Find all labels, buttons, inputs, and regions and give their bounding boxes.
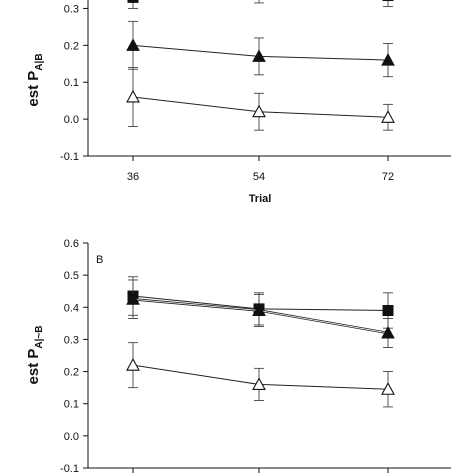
- y-tick-label: 0.2: [64, 367, 79, 379]
- filled-triangle-marker-0: [126, 38, 140, 51]
- panel-b: -0.1 0.0 0.1 0.2 0.3 0.4 0.5 0.6 est PA|~B B: [25, 238, 451, 474]
- filled-triangle-marker-1: [252, 303, 266, 316]
- filled-triangle-marker-2: [381, 53, 395, 66]
- open-triangle-marker-2: [381, 382, 395, 395]
- y-tick-label: 0.0: [64, 431, 79, 443]
- panel-a: -0.1 0.0 0.1 0.2 0.3 36 54 72 Trial est PA|B: [25, 0, 451, 205]
- x-tick-label: 36: [127, 171, 139, 183]
- y-axis-label-subscript: A|~B: [34, 326, 45, 349]
- y-axis-label-est: est: [25, 359, 42, 385]
- filled-triangle-marker-2: [381, 325, 395, 339]
- panel-label: B: [96, 254, 103, 266]
- y-tick-label: 0.2: [64, 40, 79, 52]
- y-axis-label-p: P: [25, 71, 42, 81]
- square-marker-0: [127, 0, 139, 3]
- y-axis-label: est PA|B: [25, 53, 45, 106]
- square-marker-2: [382, 0, 394, 2]
- x-tick-label: 54: [253, 171, 265, 183]
- y-tick-label: 0.3: [64, 3, 79, 15]
- y-axis-label: est PA|~B: [25, 326, 45, 385]
- y-tick-label: -0.1: [60, 463, 79, 474]
- open-triangle-marker-0: [126, 357, 140, 371]
- y-axis-label-subscript: A|B: [34, 53, 45, 70]
- x-axis-label: Trial: [249, 193, 272, 205]
- square-marker-2: [382, 305, 394, 316]
- y-axis-label-p: P: [25, 349, 42, 359]
- filled-triangle-marker-0: [126, 292, 140, 305]
- open-triangle-marker-1: [252, 104, 266, 118]
- open-triangle-marker-1: [252, 377, 266, 390]
- x-tick-label: 72: [382, 171, 394, 183]
- y-tick-label: 0.3: [64, 334, 79, 346]
- y-tick-label: 0.4: [64, 302, 79, 314]
- y-tick-label: 0.1: [64, 77, 79, 89]
- y-tick-label: 0.6: [64, 238, 79, 250]
- y-tick-label: 0.5: [64, 270, 79, 282]
- y-tick-label: -0.1: [60, 151, 79, 163]
- y-axis-label-est: est: [25, 81, 42, 107]
- y-tick-label: 0.1: [64, 399, 79, 411]
- open-triangle-marker-0: [126, 89, 140, 103]
- filled-triangle-marker-1: [252, 49, 266, 62]
- open-triangle-marker-2: [381, 110, 395, 123]
- y-tick-label: 0.0: [64, 114, 79, 126]
